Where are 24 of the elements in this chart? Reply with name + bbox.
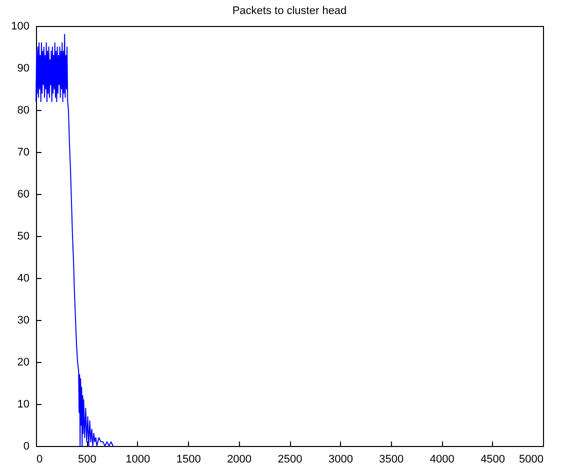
y-tick-label: 20 bbox=[17, 356, 30, 368]
x-tick-label: 4000 bbox=[430, 454, 454, 466]
x-tick-label: 1500 bbox=[176, 454, 201, 466]
y-tick-label: 60 bbox=[17, 188, 30, 200]
x-tick-label: 500 bbox=[78, 454, 96, 466]
y-tick-label: 30 bbox=[17, 314, 30, 326]
y-tick-label: 40 bbox=[17, 272, 30, 284]
line-series bbox=[36, 34, 114, 446]
y-tick-label: 100 bbox=[11, 20, 30, 32]
y-tick-label: 10 bbox=[17, 398, 30, 410]
y-tick-label: 80 bbox=[17, 104, 30, 116]
x-tick-label: 2000 bbox=[227, 454, 252, 466]
y-tick-label: 70 bbox=[17, 146, 30, 158]
x-tick-label: 0 bbox=[36, 454, 43, 466]
y-tick-label: 90 bbox=[17, 62, 30, 74]
x-tick-label: 3500 bbox=[379, 454, 404, 466]
x-tick-label: 3000 bbox=[328, 454, 353, 466]
chart-title: Packets to cluster head bbox=[232, 5, 347, 17]
x-tick-label: 5000 bbox=[519, 454, 544, 466]
x-tick-label: 2500 bbox=[278, 454, 302, 466]
x-tick-label: 1000 bbox=[126, 454, 150, 466]
x-tick-label: 4500 bbox=[480, 454, 506, 466]
y-tick-label: 0 bbox=[23, 440, 30, 452]
y-tick-label: 50 bbox=[17, 230, 30, 242]
